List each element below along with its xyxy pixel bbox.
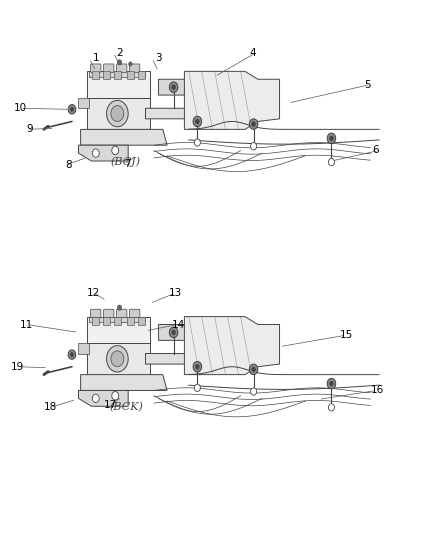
Text: 16: 16 <box>371 385 384 395</box>
Text: 9: 9 <box>26 124 33 134</box>
Polygon shape <box>78 98 89 108</box>
Circle shape <box>328 158 335 166</box>
Text: 2: 2 <box>116 48 123 58</box>
Text: 11: 11 <box>20 319 33 329</box>
Polygon shape <box>159 325 202 341</box>
Circle shape <box>169 327 178 338</box>
Polygon shape <box>184 71 279 130</box>
Polygon shape <box>81 375 167 391</box>
Text: 14: 14 <box>171 319 185 329</box>
Polygon shape <box>159 79 202 95</box>
Circle shape <box>194 384 201 392</box>
Circle shape <box>329 136 334 141</box>
Text: (BCJ): (BCJ) <box>111 157 141 167</box>
Text: 12: 12 <box>87 288 100 298</box>
Circle shape <box>68 104 76 114</box>
Polygon shape <box>87 317 150 343</box>
Circle shape <box>68 350 76 359</box>
FancyBboxPatch shape <box>103 309 114 318</box>
Text: 10: 10 <box>14 103 27 114</box>
Circle shape <box>251 388 257 395</box>
Circle shape <box>328 403 335 411</box>
Polygon shape <box>81 130 167 145</box>
Circle shape <box>70 107 74 112</box>
Polygon shape <box>89 317 145 322</box>
Circle shape <box>169 82 178 92</box>
Circle shape <box>193 116 202 127</box>
Polygon shape <box>145 353 189 364</box>
Circle shape <box>249 364 258 375</box>
Circle shape <box>171 85 176 90</box>
Polygon shape <box>138 71 145 79</box>
Circle shape <box>111 106 124 122</box>
Text: (BCK): (BCK) <box>109 402 143 413</box>
Text: 13: 13 <box>169 288 183 298</box>
Circle shape <box>194 139 201 146</box>
Text: 3: 3 <box>155 53 162 63</box>
FancyBboxPatch shape <box>103 64 114 72</box>
Circle shape <box>195 364 200 369</box>
Polygon shape <box>184 317 279 375</box>
Circle shape <box>117 60 122 65</box>
Polygon shape <box>103 71 110 79</box>
Polygon shape <box>78 145 128 161</box>
Circle shape <box>251 367 256 372</box>
Circle shape <box>327 378 336 389</box>
Text: 18: 18 <box>44 402 57 413</box>
Polygon shape <box>78 343 89 353</box>
FancyBboxPatch shape <box>117 309 127 318</box>
Text: 1: 1 <box>92 53 99 63</box>
FancyBboxPatch shape <box>117 64 127 72</box>
Polygon shape <box>114 317 121 325</box>
Polygon shape <box>78 391 128 406</box>
Circle shape <box>129 62 132 66</box>
Text: 19: 19 <box>11 362 25 372</box>
FancyBboxPatch shape <box>130 64 140 72</box>
Circle shape <box>106 345 128 372</box>
Polygon shape <box>114 71 121 79</box>
Polygon shape <box>127 71 134 79</box>
Circle shape <box>327 133 336 143</box>
Circle shape <box>251 142 257 150</box>
Polygon shape <box>89 71 145 77</box>
Circle shape <box>329 381 334 386</box>
Text: 5: 5 <box>364 79 371 90</box>
Circle shape <box>106 100 128 127</box>
Circle shape <box>111 351 124 367</box>
Text: 8: 8 <box>65 160 72 170</box>
Polygon shape <box>92 71 99 79</box>
Circle shape <box>251 122 256 127</box>
Circle shape <box>112 146 119 155</box>
Text: 17: 17 <box>104 400 117 410</box>
Text: 7: 7 <box>124 159 131 169</box>
Circle shape <box>195 119 200 124</box>
FancyBboxPatch shape <box>130 309 140 318</box>
Circle shape <box>92 149 99 157</box>
FancyBboxPatch shape <box>91 309 101 318</box>
Circle shape <box>112 392 119 400</box>
Polygon shape <box>87 98 150 130</box>
Circle shape <box>70 352 74 357</box>
FancyBboxPatch shape <box>91 64 101 72</box>
Polygon shape <box>145 108 189 119</box>
Circle shape <box>117 305 122 310</box>
Polygon shape <box>87 71 150 98</box>
Circle shape <box>171 330 176 335</box>
Polygon shape <box>103 317 110 325</box>
Polygon shape <box>92 317 99 325</box>
Text: 15: 15 <box>340 330 353 340</box>
Circle shape <box>249 119 258 130</box>
Polygon shape <box>127 317 134 325</box>
Text: 6: 6 <box>372 146 379 156</box>
Circle shape <box>193 361 202 372</box>
Polygon shape <box>87 343 150 375</box>
Circle shape <box>92 394 99 402</box>
Text: 4: 4 <box>249 48 256 58</box>
Polygon shape <box>138 317 145 325</box>
